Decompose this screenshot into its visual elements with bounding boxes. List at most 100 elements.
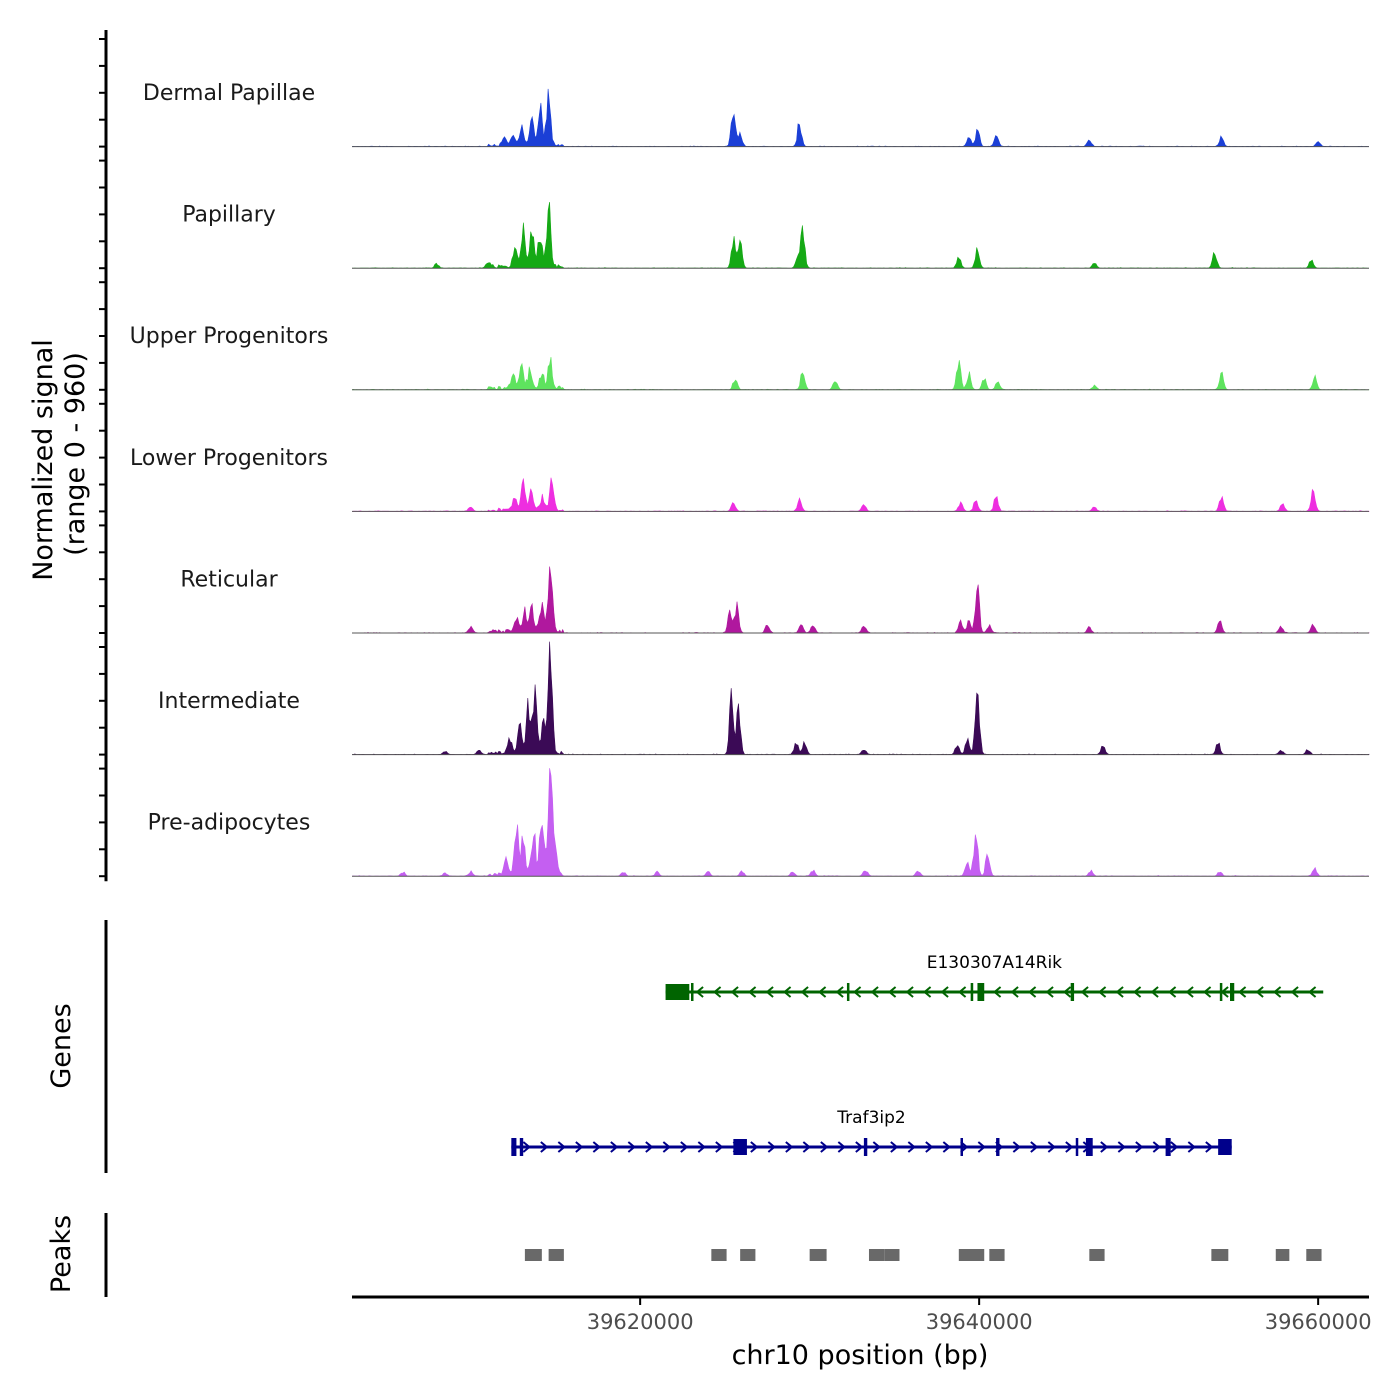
strand-arrow bbox=[837, 1141, 846, 1153]
strand-arrow bbox=[1012, 1141, 1021, 1153]
strand-arrow bbox=[1205, 1141, 1214, 1153]
coverage-area bbox=[351, 88, 1370, 147]
exon bbox=[996, 1138, 1000, 1156]
coverage-tracks: Dermal Papillae Papillary Upper Progenitor… bbox=[99, 30, 1370, 882]
track-intermediate: Intermediate bbox=[99, 641, 1370, 756]
strand-arrow bbox=[977, 1141, 986, 1153]
genes-axis-title: Genes bbox=[46, 1003, 77, 1088]
peak-region bbox=[1089, 1249, 1105, 1261]
strand-arrow bbox=[925, 1141, 934, 1153]
strand-arrow bbox=[1152, 1141, 1161, 1153]
x-tick-label: 39640000 bbox=[926, 1310, 1033, 1334]
strand-arrow bbox=[1010, 986, 1019, 998]
peak-region bbox=[1211, 1249, 1229, 1261]
strand-arrow bbox=[750, 1141, 759, 1153]
strand-arrow bbox=[820, 1141, 829, 1153]
strand-arrow bbox=[1133, 986, 1142, 998]
peaks-axis-title: Peaks bbox=[46, 1215, 77, 1293]
exon bbox=[1085, 1138, 1093, 1156]
exon bbox=[863, 1138, 868, 1156]
exon bbox=[1218, 1139, 1232, 1155]
track-label: Lower Progenitors bbox=[130, 446, 328, 471]
strand-arrow bbox=[942, 1141, 951, 1153]
coverage-area bbox=[351, 641, 1370, 755]
strand-arrow bbox=[800, 986, 809, 998]
peak-region bbox=[740, 1249, 756, 1261]
strand-arrow bbox=[627, 1141, 636, 1153]
strand-arrow bbox=[818, 986, 827, 998]
strand-arrow bbox=[1170, 1141, 1179, 1153]
exon bbox=[1075, 1138, 1079, 1156]
track-papillary: Papillary bbox=[99, 159, 1369, 270]
strand-arrow bbox=[1047, 1141, 1056, 1153]
track-label: Pre-adipocytes bbox=[148, 811, 311, 836]
peaks-track bbox=[104, 1213, 1322, 1297]
strand-arrow bbox=[1290, 986, 1299, 998]
track-label: Dermal Papillae bbox=[143, 81, 315, 106]
strand-arrow bbox=[853, 986, 862, 998]
peak-region bbox=[884, 1249, 900, 1261]
exon bbox=[511, 1138, 517, 1156]
strand-arrow bbox=[1187, 1141, 1196, 1153]
exon bbox=[977, 983, 985, 1001]
strand-arrow bbox=[557, 1141, 566, 1153]
strand-arrow bbox=[1255, 986, 1264, 998]
track-label: Upper Progenitors bbox=[130, 324, 329, 349]
strand-arrow bbox=[802, 1141, 811, 1153]
strand-arrow bbox=[767, 1141, 776, 1153]
strand-arrow bbox=[1185, 986, 1194, 998]
exon bbox=[960, 1138, 964, 1156]
y-axis-title-line1: Normalized signal bbox=[28, 339, 59, 581]
x-axis-title: chr10 position (bp) bbox=[732, 1340, 989, 1371]
track-upper-progenitors: Upper Progenitors bbox=[99, 281, 1370, 391]
strand-arrow bbox=[662, 1141, 671, 1153]
strand-arrow bbox=[697, 1141, 706, 1153]
peak-region bbox=[809, 1249, 827, 1261]
strand-arrow bbox=[1100, 1141, 1109, 1153]
strand-arrow bbox=[1063, 986, 1072, 998]
strand-arrow bbox=[695, 986, 704, 998]
peak-region bbox=[711, 1249, 727, 1261]
strand-arrow bbox=[713, 986, 722, 998]
strand-arrow bbox=[1135, 1141, 1144, 1153]
peak-region bbox=[524, 1249, 542, 1261]
strand-arrow bbox=[715, 1141, 724, 1153]
exon bbox=[519, 1138, 524, 1156]
exon bbox=[846, 983, 850, 1001]
exon bbox=[1219, 983, 1223, 1001]
strand-arrow bbox=[855, 1141, 864, 1153]
strand-arrow bbox=[765, 986, 774, 998]
strand-arrow bbox=[522, 1141, 531, 1153]
track-reticular: Reticular bbox=[99, 524, 1370, 634]
x-tick-label: 39620000 bbox=[587, 1310, 694, 1334]
strand-arrow bbox=[1098, 986, 1107, 998]
track-label: Papillary bbox=[182, 203, 276, 228]
track-lower-progenitors: Lower Progenitors bbox=[99, 402, 1370, 513]
gene-label: Traf3ip2 bbox=[836, 1108, 905, 1128]
strand-arrow bbox=[730, 986, 739, 998]
gene-label: E130307A14Rik bbox=[927, 953, 1062, 973]
exon bbox=[1070, 983, 1075, 1001]
coverage-area bbox=[352, 201, 1369, 269]
strand-arrow bbox=[1117, 1141, 1126, 1153]
strand-arrow bbox=[1168, 986, 1177, 998]
strand-arrow bbox=[888, 986, 897, 998]
strand-arrow bbox=[748, 986, 757, 998]
coverage-area bbox=[351, 357, 1370, 391]
strand-arrow bbox=[872, 1141, 881, 1153]
peak-region bbox=[548, 1249, 564, 1261]
strand-arrow bbox=[680, 1141, 689, 1153]
strand-arrow bbox=[923, 986, 932, 998]
peak-region bbox=[1275, 1249, 1290, 1261]
exon bbox=[733, 1139, 747, 1155]
coverage-area bbox=[351, 566, 1370, 634]
exon bbox=[1230, 983, 1235, 1001]
exon bbox=[1165, 1138, 1171, 1156]
strand-arrow bbox=[645, 1141, 654, 1153]
track-dermal-papillae: Dermal Papillae bbox=[99, 38, 1370, 148]
coverage-area bbox=[351, 768, 1370, 877]
coverage-area bbox=[351, 477, 1370, 512]
exon bbox=[665, 984, 690, 1000]
strand-arrow bbox=[905, 986, 914, 998]
